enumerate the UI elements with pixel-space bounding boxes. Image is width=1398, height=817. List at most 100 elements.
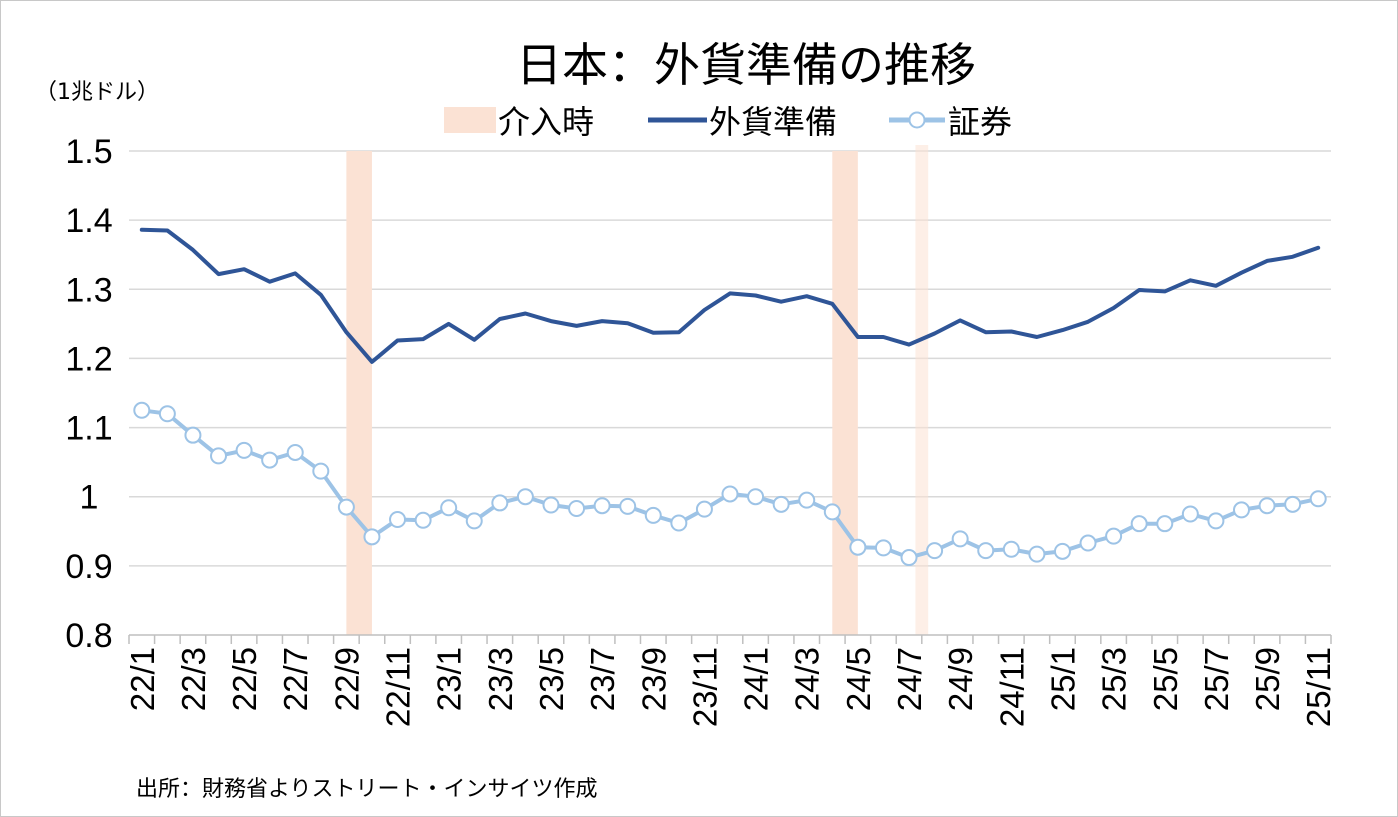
x-tick-label: 23/1 xyxy=(431,647,468,711)
y-tick-label: 0.9 xyxy=(65,548,112,586)
x-tick-label: 25/11 xyxy=(1300,647,1337,727)
legend: 介入時 外貨準備 証券 xyxy=(444,103,1012,141)
x-tick-label: 22/3 xyxy=(175,647,212,711)
data-point xyxy=(1258,497,1276,515)
x-tick-label: 22/7 xyxy=(277,647,314,711)
x-tick-label: 22/11 xyxy=(380,647,417,727)
x-tick-label: 24/3 xyxy=(789,647,826,711)
x-tick-label: 22/5 xyxy=(226,647,263,711)
legend-marker-securities xyxy=(908,111,926,129)
data-point xyxy=(210,447,228,465)
x-tick-label: 25/7 xyxy=(1198,647,1235,711)
data-point xyxy=(542,496,560,514)
x-tick-label: 23/7 xyxy=(584,647,621,711)
x-tick-label: 22/9 xyxy=(328,647,365,711)
series-securities xyxy=(133,401,1327,567)
data-point xyxy=(619,497,637,515)
legend-swatch-intervention xyxy=(444,107,496,133)
data-point xyxy=(798,491,816,509)
data-point xyxy=(1284,495,1302,513)
data-point xyxy=(337,498,355,516)
data-point xyxy=(568,499,586,517)
gridlines xyxy=(129,150,1331,567)
y-tick-label: 1.1 xyxy=(65,410,112,448)
data-point xyxy=(158,405,176,423)
data-point xyxy=(1002,540,1020,558)
x-tick-label: 24/9 xyxy=(942,647,979,711)
x-tick-label: 24/11 xyxy=(993,647,1030,727)
x-tick-label: 25/3 xyxy=(1096,647,1133,711)
x-tick-label: 25/1 xyxy=(1044,647,1081,711)
data-point xyxy=(951,530,969,548)
y-tick-label: 1.4 xyxy=(65,202,112,240)
data-point xyxy=(772,495,790,513)
data-point xyxy=(516,488,534,506)
data-point xyxy=(1079,534,1097,552)
data-point xyxy=(1232,501,1250,519)
data-point xyxy=(1130,515,1148,533)
intervention-band xyxy=(915,145,929,635)
x-tick-label: 22/1 xyxy=(124,647,161,711)
x-tick-label: 23/5 xyxy=(533,647,570,711)
data-point xyxy=(926,542,944,560)
y-axis-unit-label: （1兆ドル） xyxy=(35,80,159,105)
y-tick-label: 1.3 xyxy=(65,271,112,309)
y-tick-label: 1 xyxy=(80,479,99,517)
x-tick-label: 24/5 xyxy=(840,647,877,711)
data-point xyxy=(721,485,739,503)
source-note: 出所：財務省よりストリート・インサイツ作成 xyxy=(136,777,598,802)
data-point xyxy=(261,451,279,469)
data-point xyxy=(465,512,483,530)
data-point xyxy=(747,488,765,506)
chart-title: 日本：外貨準備の推移 xyxy=(516,38,976,92)
x-tick-label: 23/11 xyxy=(686,647,723,727)
data-point xyxy=(1105,527,1123,545)
legend-label-reserves: 外貨準備 xyxy=(709,103,837,141)
x-tick-label: 24/1 xyxy=(738,647,775,711)
series-layer xyxy=(133,227,1327,567)
x-tick-label: 23/9 xyxy=(635,647,672,711)
y-tick-label: 0.8 xyxy=(65,617,112,655)
x-axis: 22/1 22/3 22/5 22/7 22/9 22/11 23/1 23/3 23/5 23/… xyxy=(124,634,1337,727)
x-tick-label: 25/9 xyxy=(1249,647,1286,711)
legend-label-securities: 証券 xyxy=(948,103,1012,141)
data-point xyxy=(1028,545,1046,563)
data-point xyxy=(1181,505,1199,523)
legend-label-intervention: 介入時 xyxy=(498,103,594,141)
data-point xyxy=(900,549,918,567)
data-point xyxy=(312,462,330,480)
intervention-band xyxy=(832,151,858,635)
securities-line xyxy=(139,408,1321,560)
data-point xyxy=(849,538,867,556)
data-point xyxy=(977,542,995,560)
data-point xyxy=(874,539,892,557)
data-point xyxy=(695,500,713,518)
data-point xyxy=(1207,512,1225,530)
data-point xyxy=(644,506,662,524)
data-point xyxy=(389,511,407,529)
x-tick-label: 23/3 xyxy=(482,647,519,711)
data-point xyxy=(670,514,688,532)
data-point xyxy=(235,441,253,459)
data-point xyxy=(1053,542,1071,560)
series-reserves xyxy=(139,227,1321,364)
intervention-bands xyxy=(346,145,929,635)
data-point xyxy=(184,426,202,444)
data-point xyxy=(1309,490,1327,508)
y-tick-label: 1.2 xyxy=(65,340,112,378)
data-point xyxy=(133,401,151,419)
y-axis: 1.5 1.4 1.3 1.2 1.1 1 0.9 0.8 xyxy=(65,133,112,655)
data-point xyxy=(823,503,841,521)
intervention-band xyxy=(346,151,372,635)
data-point xyxy=(363,528,381,546)
y-tick-label: 1.5 xyxy=(65,133,112,171)
data-point xyxy=(593,497,611,515)
x-tick-label: 25/5 xyxy=(1147,647,1184,711)
data-point xyxy=(1156,515,1174,533)
data-point xyxy=(491,494,509,512)
data-point xyxy=(286,443,304,461)
x-tick-label: 24/7 xyxy=(891,647,928,711)
data-point xyxy=(440,499,458,517)
